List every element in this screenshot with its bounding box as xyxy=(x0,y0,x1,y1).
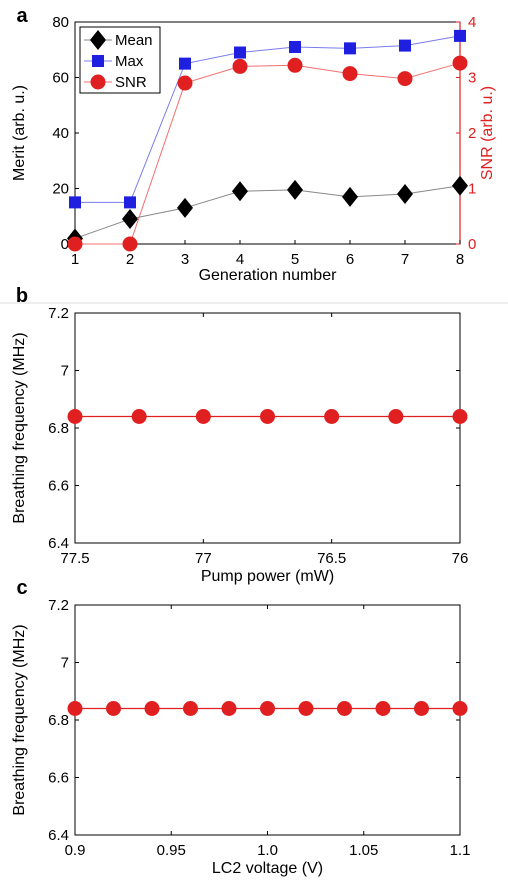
y2-tick-label-a: 1 xyxy=(468,181,476,198)
y-tick-label-c: 6.6 xyxy=(48,770,69,787)
x-tick-label-a: 2 xyxy=(126,251,134,268)
point-snr xyxy=(397,71,413,87)
point-max xyxy=(69,196,81,209)
data-point-b xyxy=(67,409,83,424)
point-mean xyxy=(452,175,468,196)
legend-label-max: Max xyxy=(115,53,144,70)
y2-tick-label-a: 2 xyxy=(468,125,476,142)
point-mean xyxy=(287,179,303,200)
data-point-c xyxy=(414,701,429,716)
y-tick-label-b: 6.4 xyxy=(48,535,69,552)
point-max xyxy=(399,39,411,52)
data-point-c xyxy=(337,701,352,716)
point-max xyxy=(454,29,466,42)
point-snr xyxy=(122,236,138,252)
series-line-snr xyxy=(75,62,461,245)
x-tick-label-b: 76 xyxy=(452,550,469,567)
y-tick-label-b: 7 xyxy=(61,363,69,380)
y-tick-label-a: 0 xyxy=(61,236,69,253)
data-point-c xyxy=(106,701,121,716)
y-tick-label-c: 7 xyxy=(61,655,69,672)
x-axis-label-a: Generation number xyxy=(199,267,338,284)
point-snr xyxy=(232,58,248,74)
data-point-c xyxy=(144,701,160,716)
legend-marker-snr xyxy=(90,74,106,90)
point-mean xyxy=(177,197,193,218)
y-tick-label-a: 80 xyxy=(52,14,69,31)
y-axis-label-b: Breathing frequency (MHz) xyxy=(11,332,28,523)
x-tick-label-c: 1.1 xyxy=(450,842,471,859)
x-tick-label-a: 4 xyxy=(236,251,244,268)
point-snr xyxy=(452,55,468,71)
x-tick-label-c: 1.0 xyxy=(257,842,278,859)
panel-label-a: a xyxy=(16,5,28,27)
y-tick-label-c: 6.8 xyxy=(48,712,69,729)
x-tick-label-b: 76.5 xyxy=(317,550,346,567)
x-tick-label-c: 0.9 xyxy=(65,842,86,859)
y-axis-label-c: Breathing frequency (MHz) xyxy=(11,624,28,815)
y-tick-label-b: 6.6 xyxy=(48,478,69,495)
y2-tick-label-a: 3 xyxy=(468,70,476,87)
point-snr xyxy=(67,236,83,252)
x-tick-label-a: 3 xyxy=(181,251,189,268)
data-point-c xyxy=(452,701,468,716)
data-point-b xyxy=(324,409,340,424)
x-tick-label-c: 0.95 xyxy=(157,842,186,859)
y-tick-label-c: 7.2 xyxy=(48,597,69,614)
point-snr xyxy=(342,66,358,82)
x-tick-label-a: 7 xyxy=(401,251,409,268)
legend-label-snr: SNR xyxy=(115,74,147,91)
plot-frame-b xyxy=(74,312,461,544)
y-tick-label-a: 20 xyxy=(52,181,69,198)
data-point-b xyxy=(260,409,275,424)
data-point-c xyxy=(67,701,83,716)
data-point-c xyxy=(375,701,391,716)
y2-tick-label-a: 0 xyxy=(468,236,476,253)
data-point-c xyxy=(183,701,198,716)
legend-marker-mean xyxy=(90,30,106,50)
x-tick-label-a: 6 xyxy=(346,251,354,268)
data-point-c xyxy=(260,701,275,716)
y-axis-label-a: Merit (arb. u.) xyxy=(11,85,28,181)
data-point-c xyxy=(221,701,237,716)
point-mean xyxy=(342,186,358,207)
panel-label-c: c xyxy=(16,577,27,599)
x-tick-label-a: 8 xyxy=(456,251,464,268)
y-tick-label-b: 6.8 xyxy=(48,420,69,437)
plot-frame-c xyxy=(74,604,461,836)
point-mean xyxy=(122,209,138,230)
data-point-c xyxy=(298,701,314,716)
data-point-b xyxy=(388,409,404,424)
point-max xyxy=(234,46,246,59)
panel-label-b: b xyxy=(16,285,28,307)
y-tick-label-c: 6.4 xyxy=(48,827,69,844)
point-snr xyxy=(287,57,303,73)
y-tick-label-a: 60 xyxy=(52,70,69,87)
data-point-b xyxy=(131,409,147,424)
data-point-b xyxy=(452,409,468,424)
legend-marker-max xyxy=(92,55,104,67)
x-axis-label-c: LC2 voltage (V) xyxy=(212,860,323,877)
y2-axis-label-a: SNR (arb. u.) xyxy=(479,86,496,180)
x-tick-label-a: 5 xyxy=(291,251,299,268)
legend-label-mean: Mean xyxy=(115,32,153,49)
x-tick-label-c: 1.05 xyxy=(349,842,378,859)
y2-tick-label-a: 4 xyxy=(468,14,476,31)
data-point-b xyxy=(195,409,211,424)
point-max xyxy=(179,57,191,70)
x-tick-label-a: 1 xyxy=(71,251,79,268)
x-axis-label-b: Pump power (mW) xyxy=(201,568,334,585)
point-mean xyxy=(397,184,413,205)
point-max xyxy=(289,40,301,53)
y-tick-label-a: 40 xyxy=(52,125,69,142)
y-tick-label-b: 7.2 xyxy=(48,305,69,322)
point-mean xyxy=(232,181,248,202)
series-line-max xyxy=(75,35,461,203)
point-snr xyxy=(177,75,193,91)
x-tick-label-b: 77.5 xyxy=(60,550,89,567)
point-max xyxy=(344,42,356,55)
point-max xyxy=(124,196,136,209)
x-tick-label-b: 77 xyxy=(195,550,212,567)
